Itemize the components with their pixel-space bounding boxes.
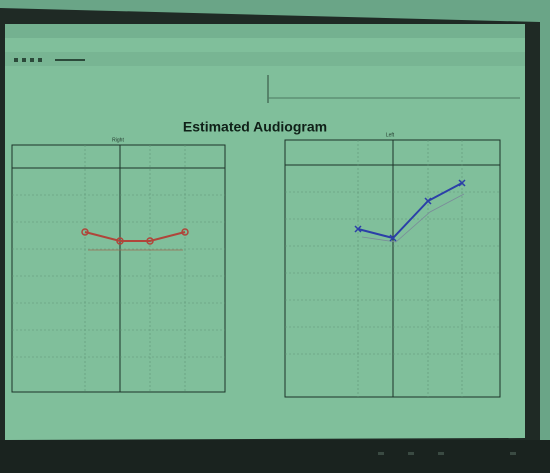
button xyxy=(510,452,516,455)
marker xyxy=(181,228,189,236)
grid xyxy=(12,145,225,392)
toolbar xyxy=(5,52,525,66)
title-bar xyxy=(5,24,525,38)
icon xyxy=(14,58,18,62)
button xyxy=(378,452,384,455)
button xyxy=(408,452,414,455)
grid xyxy=(285,140,500,397)
icon xyxy=(30,58,34,62)
chart-label: Left xyxy=(386,132,395,138)
marker xyxy=(389,234,397,242)
right-chart: Left xyxy=(284,132,501,398)
audiogram-line xyxy=(357,182,463,240)
toolbar-icons xyxy=(14,58,85,62)
bezel-bottom xyxy=(0,440,550,473)
marker xyxy=(146,237,154,245)
monitor-buttons xyxy=(378,452,516,455)
markers xyxy=(81,228,189,245)
icon xyxy=(38,58,42,62)
reference-line xyxy=(361,193,465,243)
marker xyxy=(458,179,466,187)
plot-frame xyxy=(11,144,226,393)
icon xyxy=(55,59,85,61)
screen xyxy=(5,24,525,440)
marker xyxy=(116,237,124,245)
chart-label: Right xyxy=(112,137,124,143)
marker xyxy=(424,197,432,205)
left-chart: Right xyxy=(11,137,226,393)
marker xyxy=(81,228,89,236)
markers xyxy=(354,179,466,242)
audiogram-line xyxy=(84,231,186,242)
button xyxy=(438,452,444,455)
chart-title: Estimated Audiogram xyxy=(183,119,327,135)
marker xyxy=(354,225,362,233)
icon xyxy=(22,58,26,62)
